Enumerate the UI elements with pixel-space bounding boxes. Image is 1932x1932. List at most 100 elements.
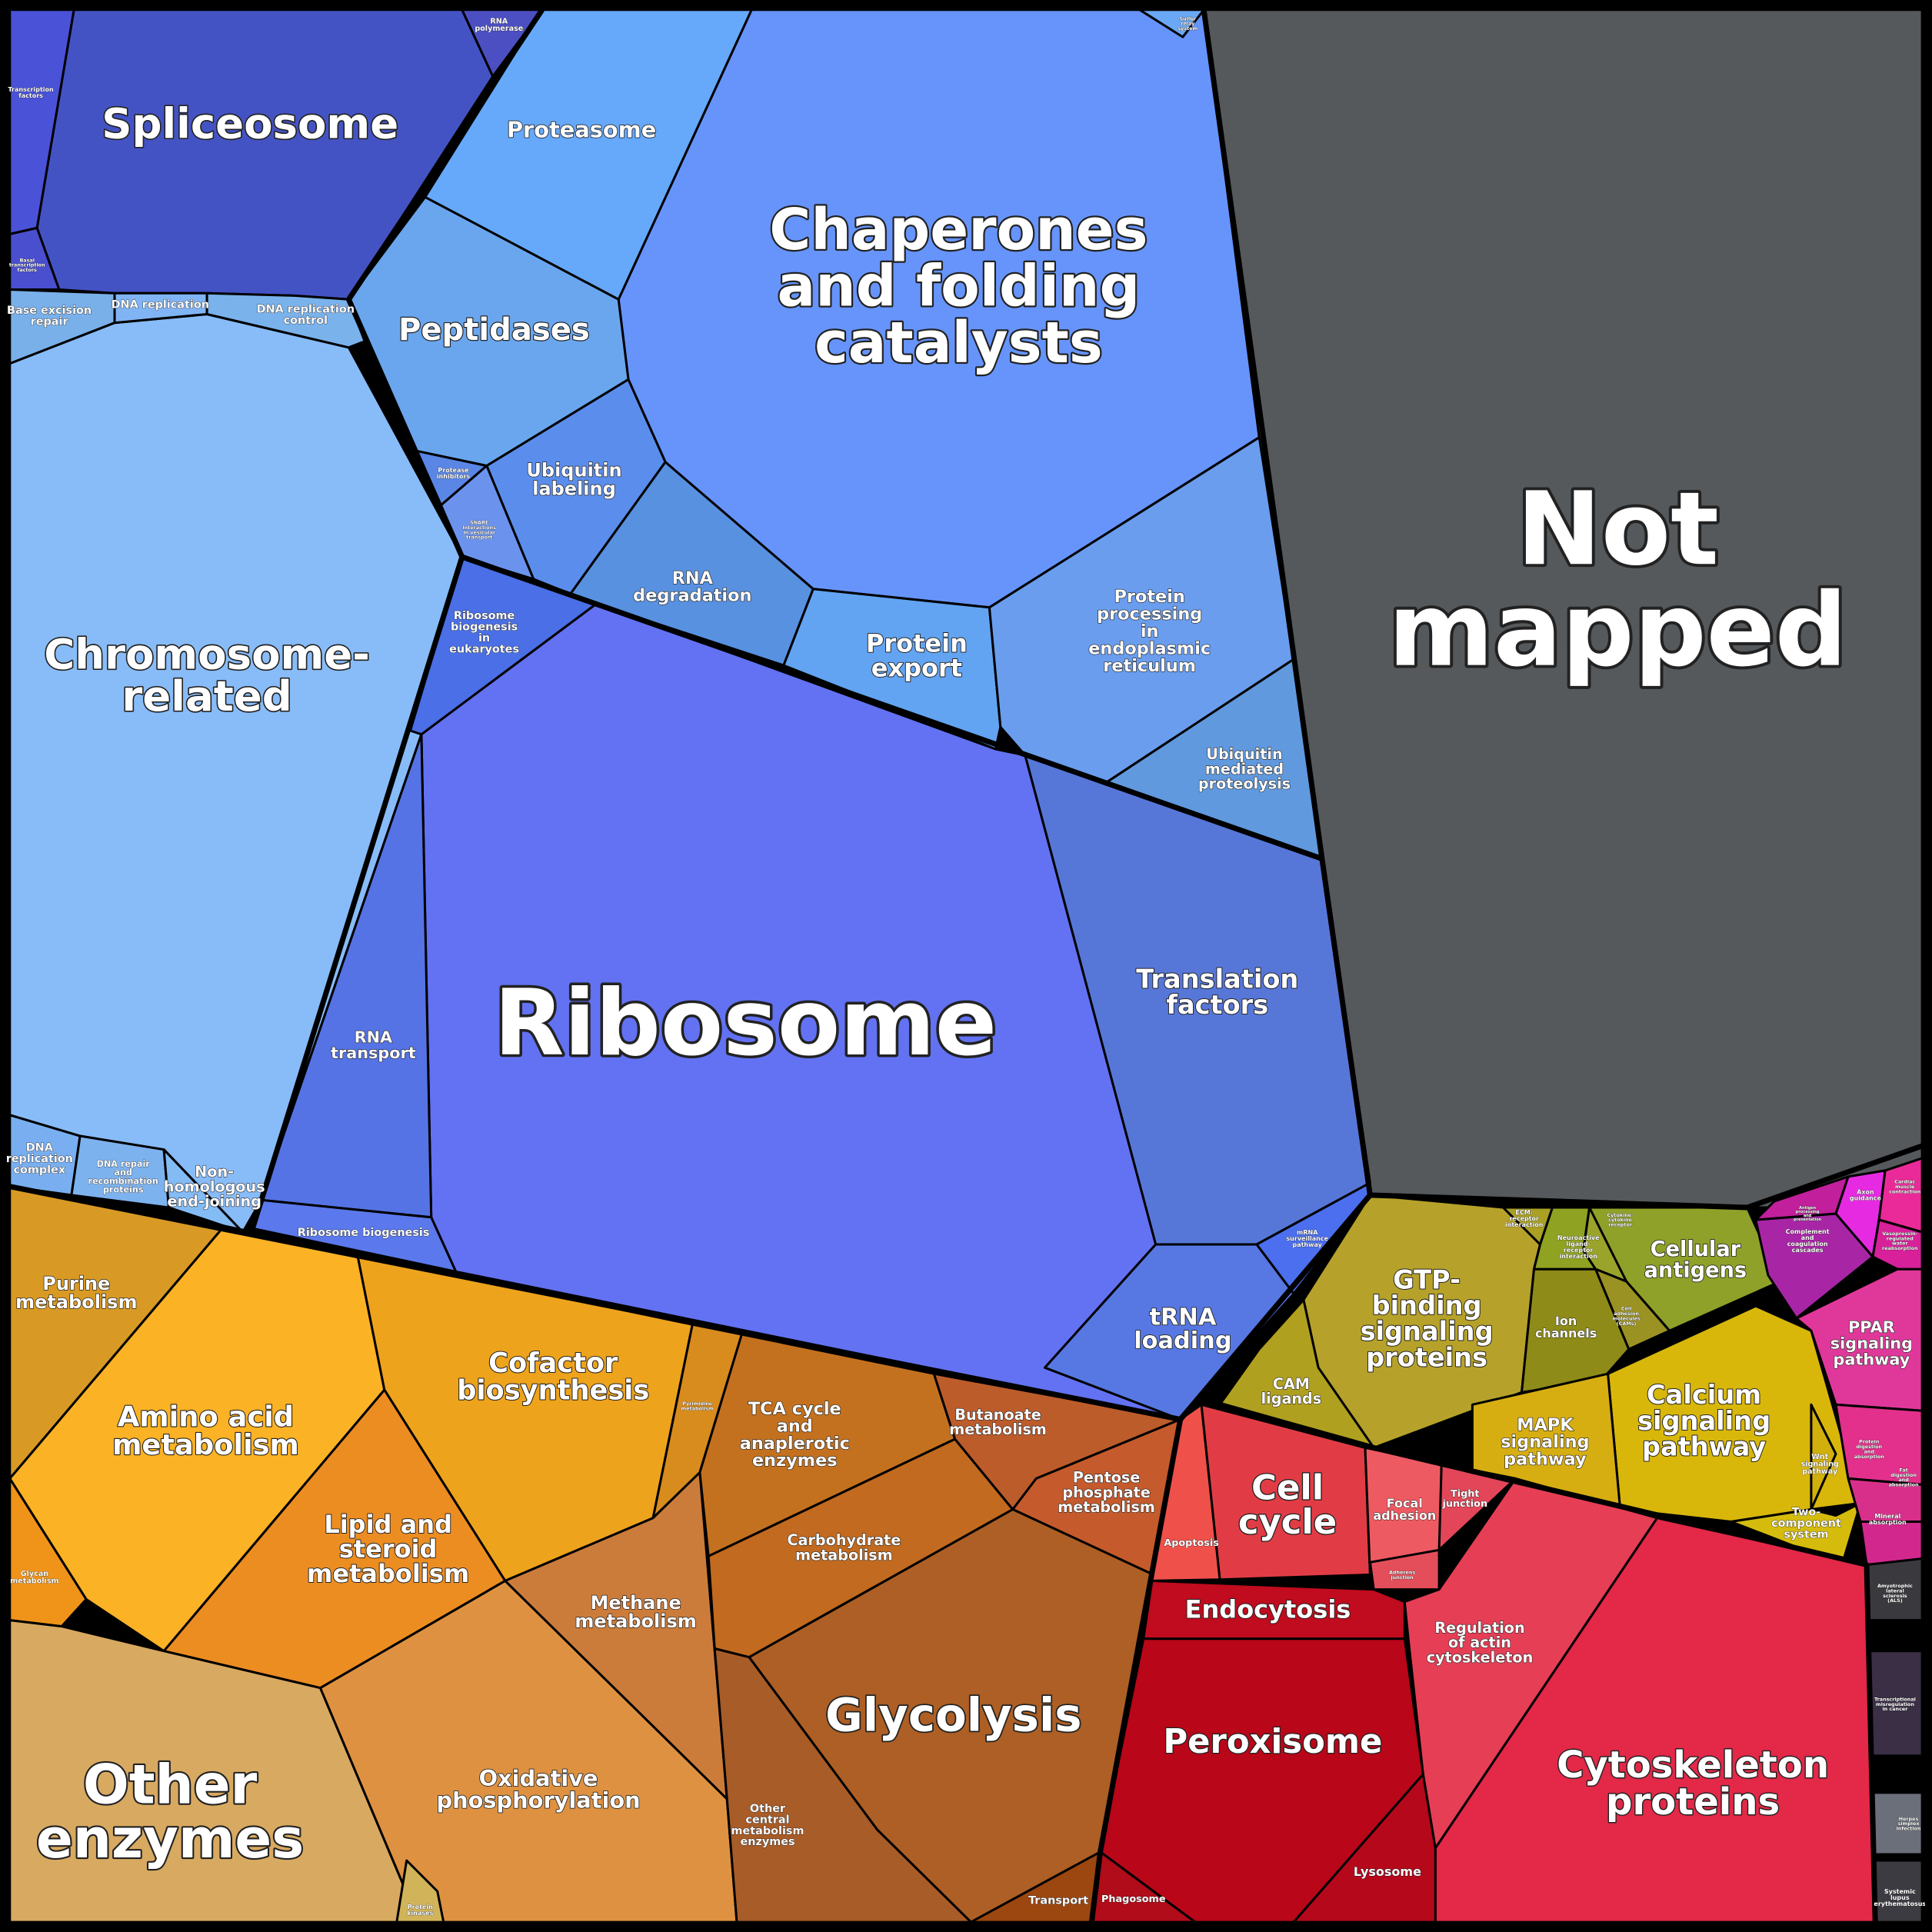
cell-mineral [1859, 1521, 1924, 1566]
label-line: tRNA [1149, 1304, 1216, 1331]
label-oxidative-phos: Oxidative phosphorylation [437, 1765, 641, 1814]
label-transcriptional-misreg: Transcriptional misregulation in cancer [1874, 1696, 1916, 1712]
label-line: reticulum [1103, 656, 1196, 676]
label-line: adhesion [1614, 1311, 1639, 1317]
label-line: phosphate [1062, 1484, 1151, 1501]
label-ubiquitin-mediated: Ubiquitin mediated proteolysis [1198, 745, 1291, 792]
label-translation-factors: Translation factors [1136, 964, 1298, 1021]
label-line: Neuroactive [1557, 1234, 1600, 1241]
label-line: RNA [490, 18, 508, 26]
label-line: proteins [103, 1185, 144, 1195]
label-chaperones: Chaperones and folding catalysts [769, 198, 1148, 376]
label-cofactor: Cofactor biosynthesis [457, 1347, 649, 1406]
label-tight-junction: Tight junction [1441, 1488, 1487, 1510]
label-line: eukaryotes [449, 644, 519, 656]
label-line: Adherens [1389, 1569, 1415, 1575]
label-herpes: Herpes simplex infection [1897, 1816, 1921, 1832]
label-line: Systemic [1884, 1888, 1916, 1895]
label-line: digestion [1890, 1472, 1917, 1478]
label-line: guidance [1850, 1195, 1882, 1202]
label-other-enzymes: Other enzymes [36, 1753, 304, 1870]
label-adherens: Adherens junction [1389, 1569, 1415, 1580]
label-line: Apoptosis [1164, 1537, 1219, 1549]
label-sulfur-relay: Sulfur relay system [1178, 15, 1198, 32]
label-line: and [1864, 1448, 1874, 1454]
label-line: ECM- [1515, 1209, 1533, 1216]
label-line: inhibitors [437, 473, 471, 480]
cell-antigen-processing [1754, 1175, 1850, 1221]
label-line: Methane [590, 1592, 681, 1614]
label-line: component [1771, 1517, 1841, 1530]
cell-protein-export [782, 588, 1002, 751]
label-line: signaling [1800, 1461, 1839, 1469]
label-line: Antigen [1799, 1206, 1817, 1211]
label-line: related [122, 671, 291, 721]
label-line: in vesicular [463, 529, 495, 535]
label-line: metabolism [731, 1825, 804, 1837]
label-line: metabolism [681, 1405, 715, 1411]
cell-cell-adhesion [1594, 1267, 1671, 1351]
label-line: misregulation [1876, 1701, 1914, 1707]
label-line: Translation [1136, 964, 1298, 994]
label-line: signaling [1361, 1317, 1494, 1347]
cell-layer [8, 8, 1924, 1924]
label-line: cytokine [1608, 1217, 1632, 1223]
label-line: labeling [532, 478, 616, 500]
label-lupus: Systemic lupus erythematosus [1874, 1888, 1926, 1907]
label-line: Transcriptional [1874, 1696, 1916, 1702]
label-line: mediated [1205, 760, 1284, 778]
label-line: Non- [195, 1163, 234, 1181]
label-cardiac: Cardiac muscle contraction [1889, 1179, 1921, 1195]
label-other-central: Other central metabolism enzymes [731, 1803, 804, 1848]
label-line: Ribosome [454, 610, 515, 622]
label-line: in [1141, 621, 1159, 641]
label-line: PPAR [1848, 1318, 1895, 1337]
label-rna-degradation: RNA degradation [633, 568, 751, 605]
label-purine: Purine metabolism [15, 1273, 137, 1313]
label-ribosome-biogenesis: Ribosome biogenesis [298, 1227, 430, 1239]
label-line: antigens [1644, 1258, 1747, 1282]
label-transport: Transport [1028, 1894, 1088, 1907]
cell-vasopressin [1871, 1218, 1924, 1271]
label-line: absorption [1854, 1454, 1884, 1460]
label-line: Cellular [1651, 1237, 1741, 1261]
label-line: proteins [1366, 1342, 1487, 1372]
label-line: SNARE [470, 520, 488, 526]
label-line: Protease [438, 467, 469, 474]
label-line: receptor [1608, 1222, 1633, 1228]
label-chromosome: Chromosome-related [44, 630, 370, 721]
label-line: sclerosis [1883, 1593, 1907, 1599]
label-methane: Methane metabolism [575, 1592, 696, 1632]
label-line: regulated [1887, 1235, 1914, 1241]
label-line: Protein [1114, 587, 1185, 607]
label-line: junction [1441, 1498, 1487, 1510]
label-line: Sulfur [1179, 15, 1197, 22]
label-line: (CAMs) [1617, 1321, 1637, 1327]
group-boundary [250, 8, 545, 1230]
label-line: reabsorption [1882, 1245, 1918, 1251]
label-line: repair [31, 315, 69, 328]
label-line: mRNA [1297, 1229, 1318, 1236]
label-line: Cytokine- [1607, 1212, 1634, 1218]
label-line: Butanoate [954, 1406, 1041, 1424]
label-ecm-receptor: ECM-receptor interaction [1505, 1209, 1544, 1228]
label-line: Cell [1251, 1467, 1324, 1507]
label-line: and [1804, 1214, 1812, 1218]
cell-sulfur-relay [1138, 8, 1205, 38]
label-two-component: Two-component system [1771, 1507, 1841, 1541]
label-antigen-processing: Antigen processing and presentation [1794, 1206, 1822, 1222]
label-line: export [871, 654, 962, 683]
label-spliceosome: Spliceosome [102, 98, 398, 148]
label-cell-adhesion: Cell adhesion molecules (CAMs) [1612, 1306, 1640, 1327]
label-line: Tight [1451, 1488, 1480, 1500]
label-butanoate: Butanoate metabolism [949, 1406, 1047, 1438]
label-dna-replication-complex: DNA replication complex [6, 1142, 73, 1177]
label-protein-export: Protein export [866, 629, 968, 683]
label-ppar: PPAR signaling pathway [1830, 1318, 1913, 1369]
label-endocytosis: Endocytosis [1185, 1594, 1351, 1624]
label-line: Ubiquitin [1206, 745, 1282, 763]
label-line: Glycolysis [825, 1689, 1081, 1742]
label-ribosome: Ribosome [494, 970, 997, 1076]
label-base-excision: Base excision repair [7, 305, 92, 328]
label-line: DNA replication [112, 299, 209, 311]
